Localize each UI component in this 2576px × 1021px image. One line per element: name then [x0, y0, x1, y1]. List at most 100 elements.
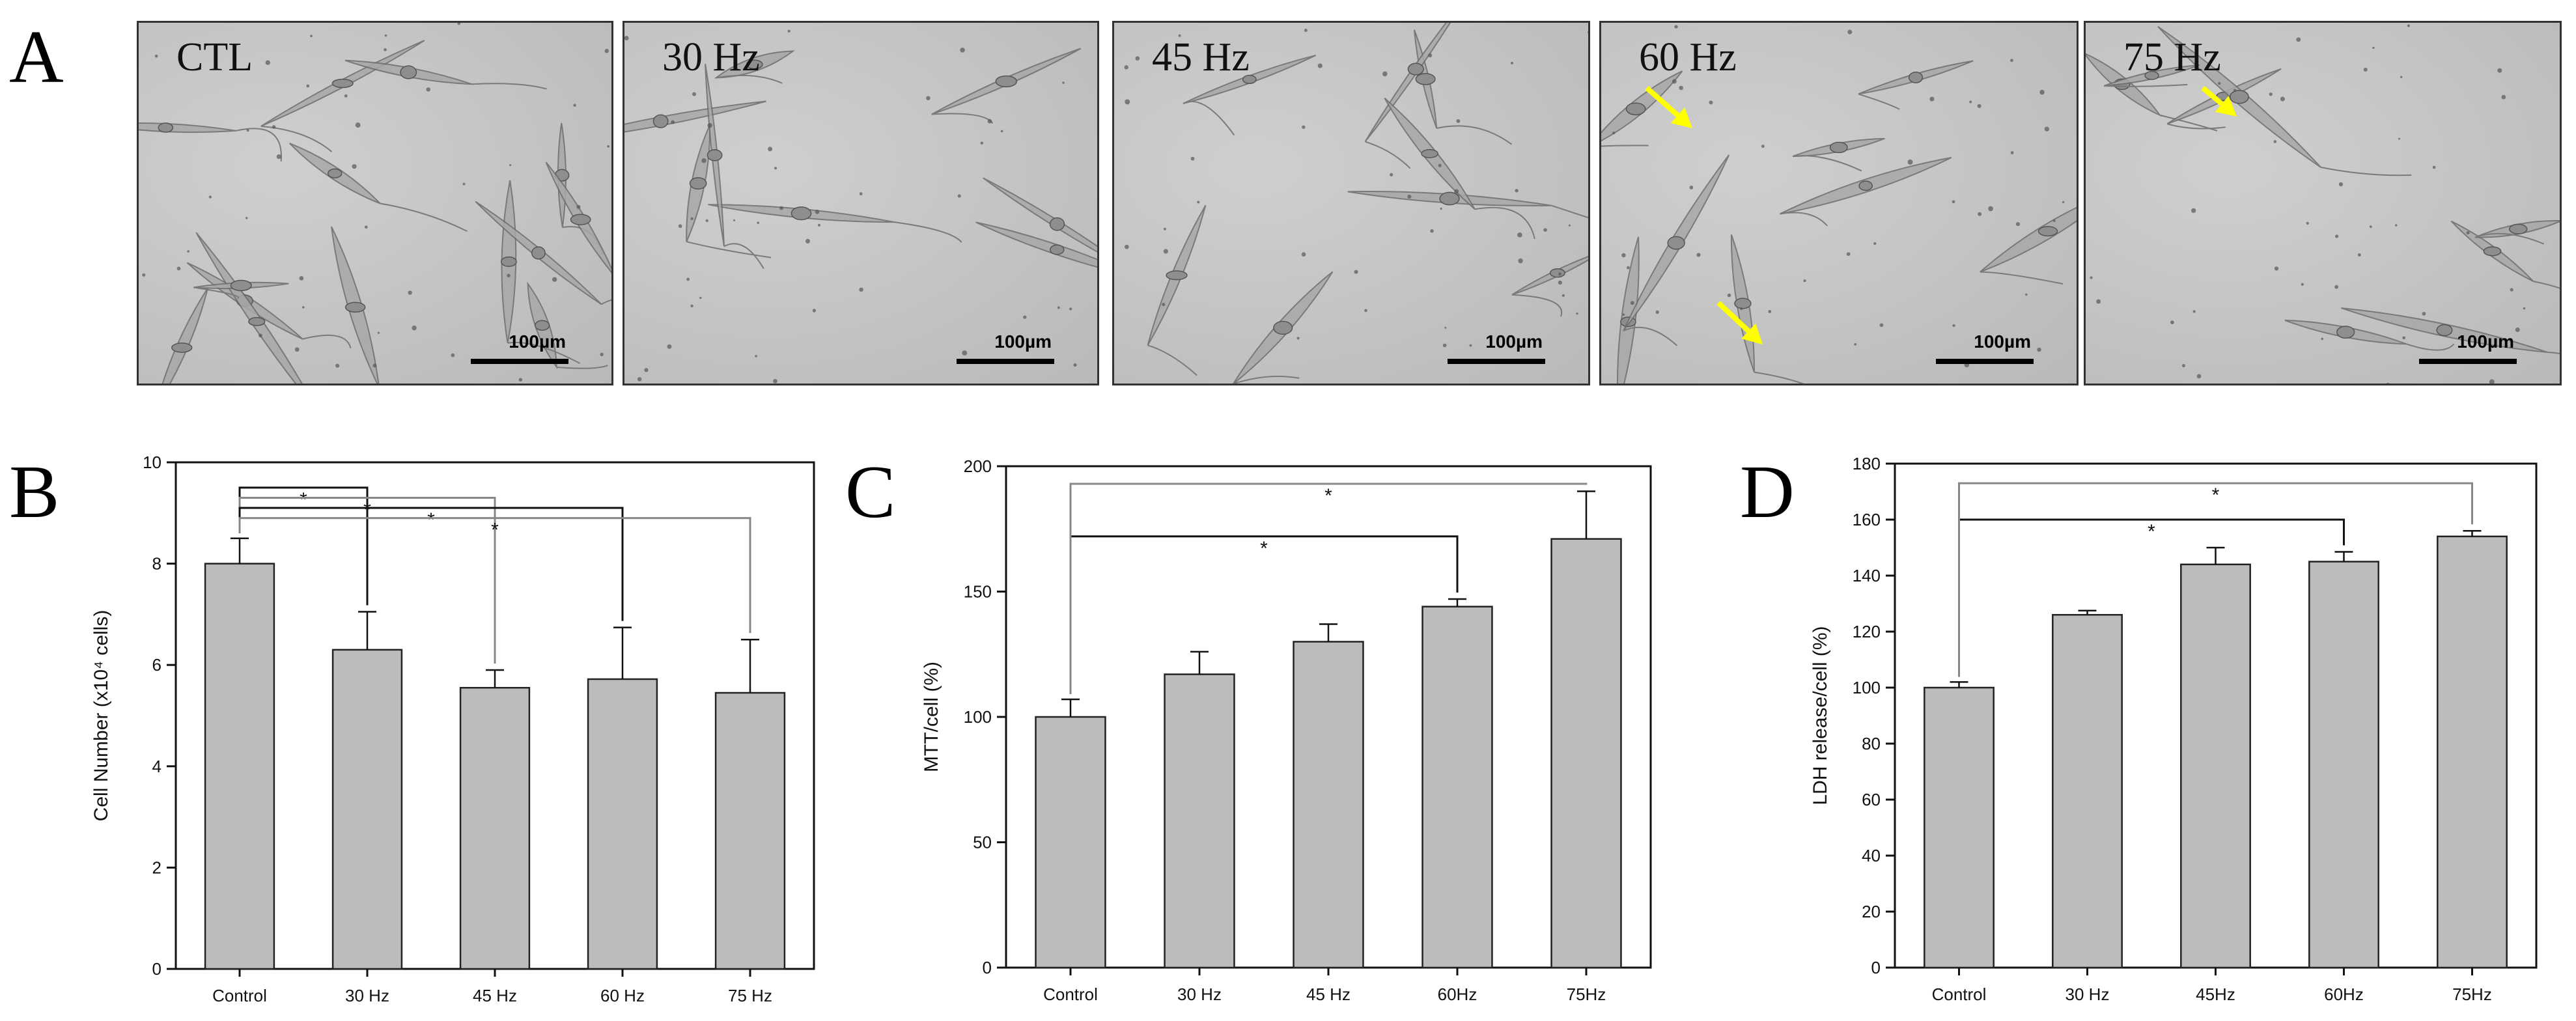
- debris-dot: [2398, 137, 2401, 140]
- debris-dot: [2306, 221, 2309, 225]
- debris-dot: [2372, 46, 2375, 49]
- bar: [1164, 673, 1235, 969]
- debris-dot: [1125, 99, 1130, 105]
- debris-dot: [644, 368, 649, 372]
- debris-dot: [2191, 208, 2196, 214]
- cell-process: [236, 128, 282, 161]
- bar: [331, 649, 403, 970]
- debris-dot: [509, 163, 512, 167]
- debris-dot: [787, 29, 791, 33]
- cell-nucleus: [2144, 70, 2159, 80]
- debris-dot: [1296, 337, 1300, 340]
- cell-nucleus: [1909, 71, 1924, 83]
- debris-dot: [2510, 288, 2513, 292]
- debris-dot: [1440, 207, 1442, 210]
- y-tick-label: 140: [1853, 566, 1881, 585]
- debris-dot: [1672, 79, 1677, 84]
- cell-process: [2474, 232, 2545, 245]
- x-tick-label: 60 Hz: [600, 986, 645, 1005]
- debris-dot: [1969, 100, 1972, 104]
- x-tick-label: 75Hz: [1567, 985, 1606, 1004]
- debris-dot: [377, 331, 380, 334]
- micrograph-30hz: 30 Hz 100µm: [623, 21, 1099, 385]
- debris-dot: [2096, 299, 2101, 304]
- cell-nucleus: [1166, 270, 1188, 281]
- significance-star: *: [1260, 538, 1268, 559]
- debris-dot: [2062, 201, 2065, 203]
- cell-process: [1858, 93, 1900, 110]
- debris-dot: [176, 266, 181, 271]
- debris-dot: [1163, 249, 1168, 254]
- debris-dot: [2015, 222, 2021, 227]
- debris-dot: [364, 225, 368, 229]
- debris-dot: [1364, 309, 1367, 313]
- chart-mtt: 0 50 100 150 200 Control 30 Hz 45 Hz 60Hz 75Hz MTT…: [921, 456, 1652, 1004]
- debris-dot: [2466, 231, 2470, 235]
- debris-dot: [2039, 89, 2045, 95]
- debris-dot: [352, 164, 357, 169]
- debris-dot: [1879, 323, 1884, 328]
- cell-body: [139, 122, 236, 133]
- cell-image: [2086, 24, 2560, 384]
- debris-dot: [1621, 253, 1626, 258]
- debris-dot: [573, 104, 576, 107]
- y-tick-label: 80: [1862, 734, 1881, 753]
- debris-dot: [384, 48, 387, 51]
- significance-bracket: [1958, 518, 2345, 677]
- debris-dot: [1069, 307, 1072, 311]
- debris-dot: [1988, 206, 1993, 212]
- micrograph-label: CTL: [176, 35, 253, 79]
- debris-dot: [1135, 56, 1140, 61]
- y-tick-label: 8: [152, 554, 161, 574]
- debris-dot: [1190, 156, 1195, 161]
- debris-dot: [518, 378, 523, 382]
- significance-star: *: [2148, 521, 2155, 542]
- significance-bracket: [1958, 482, 2473, 677]
- cell-process: [1793, 155, 1862, 172]
- cell-body: [983, 177, 1097, 253]
- cell-image: [624, 29, 1097, 384]
- y-tick-label: 160: [1853, 510, 1881, 529]
- chart-cell-number: 0 2 4 6 8 10 Control 30 Hz 45 Hz 60 Hz 75 Hz Cell N…: [91, 453, 815, 1005]
- x-tick-label: 60Hz: [2324, 985, 2364, 1004]
- debris-dot: [272, 125, 276, 129]
- x-tick-label: 45Hz: [2196, 985, 2235, 1004]
- cell-nucleus: [1049, 217, 1065, 231]
- cell-nucleus: [2436, 324, 2453, 337]
- cell-process: [556, 365, 608, 369]
- debris-dot: [457, 23, 461, 25]
- bar: [459, 686, 531, 970]
- cell-nucleus: [1242, 74, 1257, 85]
- debris-dot: [1162, 302, 1166, 307]
- cell-process: [2166, 123, 2226, 130]
- cell-nucleus: [1050, 244, 1065, 255]
- debris-dot: [2196, 374, 2202, 379]
- debris-dot: [1846, 252, 1851, 257]
- debris-dot: [1561, 294, 1565, 297]
- y-axis-label: LDH release/cell (%): [1810, 626, 1831, 805]
- x-tick-label: 45 Hz: [1306, 985, 1351, 1004]
- y-tick-label: 150: [964, 582, 992, 602]
- debris-dot: [2386, 382, 2390, 384]
- y-tick-label: 40: [1862, 846, 1881, 865]
- significance-star: *: [2212, 484, 2220, 506]
- debris-dot: [1023, 315, 1027, 319]
- scale-bar: [1448, 359, 1545, 364]
- debris-dot: [2269, 92, 2273, 96]
- debris-dot: [335, 363, 340, 368]
- debris-dot: [2489, 379, 2495, 384]
- debris-dot: [815, 209, 820, 214]
- cell-nucleus: [344, 301, 366, 313]
- debris-dot: [637, 377, 642, 382]
- cell-nucleus: [500, 256, 517, 267]
- cell-nucleus: [689, 177, 707, 190]
- panel-label-a: A: [9, 16, 64, 99]
- debris-dot: [1057, 306, 1060, 309]
- micrograph-label: 45 Hz: [1152, 35, 1250, 79]
- arrow-head: [2215, 96, 2237, 117]
- debris-dot: [624, 36, 629, 40]
- bar: [1924, 686, 1995, 969]
- debris-dot: [768, 147, 773, 152]
- debris-dot: [1727, 293, 1731, 298]
- bar: [1035, 716, 1106, 969]
